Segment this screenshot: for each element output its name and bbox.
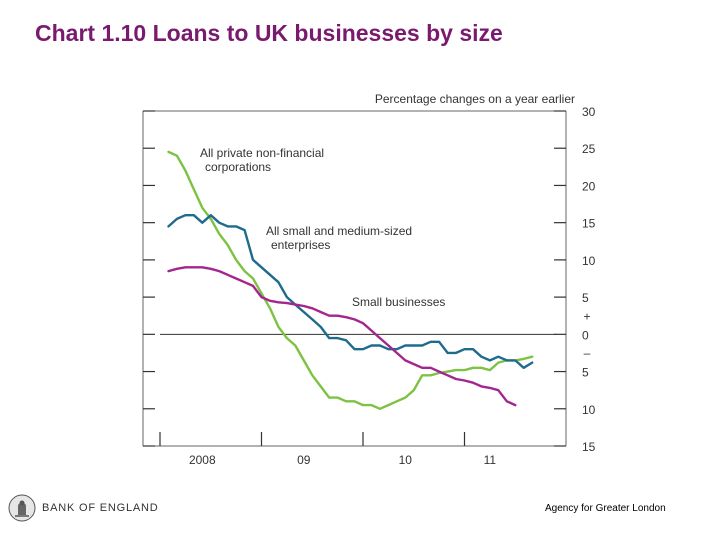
y-tick-label: 5 — [582, 366, 589, 380]
x-ticks: 2008 09 10 11 — [159, 432, 497, 467]
bank-of-england-logo: BANK OF ENGLAND — [8, 494, 159, 522]
series-line-all-private-non-financial-corporations — [167, 150, 534, 410]
minus-sign-label: – — [584, 346, 591, 360]
plus-sign-label: + — [583, 310, 590, 324]
x-tick-label: 2008 — [189, 453, 216, 467]
series-lines — [167, 150, 534, 410]
y-tick-label: 30 — [582, 105, 596, 119]
series-label-all-private-non-financial-corporations: All private non-financial corporations — [200, 146, 324, 174]
plot-frame — [142, 110, 567, 447]
y-axis-label: Percentage changes on a year earlier — [375, 92, 575, 106]
y-tick-label: 25 — [582, 142, 596, 156]
series-label-small-businesses: Small businesses — [352, 295, 445, 309]
x-tick-label: 09 — [297, 453, 311, 467]
britannia-seal-icon — [8, 494, 36, 522]
page-title: Chart 1.10 Loans to UK businesses by siz… — [35, 20, 503, 46]
y-tick-label: 10 — [582, 254, 596, 268]
y-tick-label: 10 — [582, 403, 596, 417]
series-line-small-businesses — [167, 266, 517, 407]
y-tick-label: 15 — [582, 440, 596, 454]
y-tick-label: 0 — [582, 328, 589, 342]
y-ticks: 30 25 20 15 10 5 0 5 10 15 + – — [143, 105, 596, 454]
series-labels: All private non-financial corporations All… — [200, 146, 445, 309]
y-tick-label: 15 — [582, 217, 596, 231]
y-tick-label: 20 — [582, 179, 596, 193]
agency-label: Agency for Greater London — [545, 503, 666, 514]
series-line-all-small-and-medium-sized-enterprises — [167, 213, 534, 369]
y-tick-label: 5 — [582, 291, 589, 305]
x-tick-label: 10 — [399, 453, 413, 467]
x-tick-label: 11 — [484, 453, 497, 467]
bank-of-england-name: BANK OF ENGLAND — [42, 502, 159, 514]
series-label-all-small-and-medium-sized-enterprises: All small and medium-sized enterprises — [266, 224, 412, 252]
